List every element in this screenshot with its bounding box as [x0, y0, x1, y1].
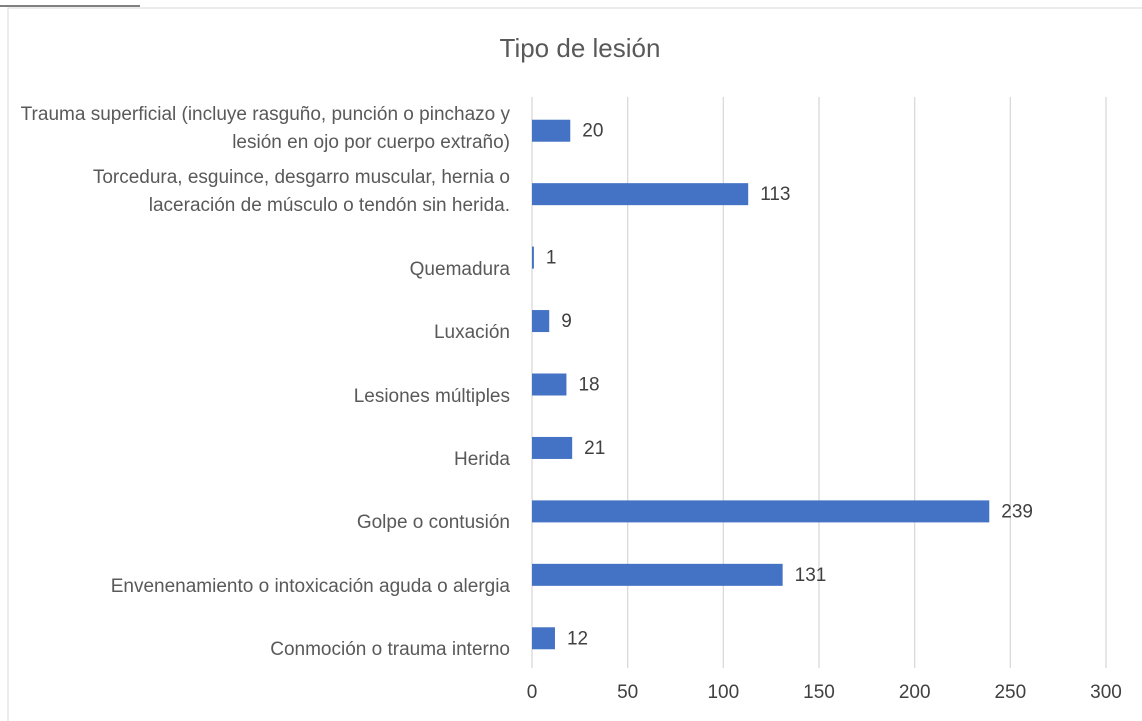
y-tick-label: Conmoción o trauma interno [270, 639, 510, 661]
value-label: 18 [578, 375, 599, 396]
chart-border [7, 7, 1142, 721]
y-tick-label: Lesiones múltiples [353, 385, 510, 407]
y-tick-label: Torcedura, esguince, desgarro muscular, … [92, 167, 510, 217]
value-label: 1 [546, 248, 557, 269]
y-tick-label: Trauma superficial (incluye rasguño, pun… [20, 103, 510, 153]
bar [532, 627, 555, 650]
bar [532, 119, 571, 142]
bar [532, 246, 534, 269]
bar [532, 500, 990, 523]
value-label: 12 [567, 628, 588, 649]
y-tick-label: Golpe o contusión [356, 512, 510, 534]
x-tick-label: 250 [994, 682, 1026, 703]
bar [532, 563, 783, 586]
bar [532, 183, 749, 206]
y-tick-label: Luxación [433, 322, 510, 344]
y-tick-label: Envenenamiento o intoxicación aguda o al… [110, 575, 510, 597]
bar [532, 373, 567, 396]
category-labels: Trauma superficial (incluye rasguño, pun… [0, 0, 510, 721]
chart-title: Tipo de lesión [500, 33, 661, 63]
x-tick-label: 300 [1090, 682, 1122, 703]
value-label: 113 [760, 184, 790, 205]
bar [532, 310, 550, 333]
x-tick-label: 100 [707, 682, 739, 703]
y-tick-label: Herida [454, 448, 510, 470]
y-tick-label: Quemadura [409, 258, 510, 280]
x-tick-label: 0 [527, 682, 538, 703]
x-tick-label: 150 [803, 682, 835, 703]
value-label: 239 [1001, 501, 1033, 522]
bar [532, 436, 573, 459]
x-tick-label: 200 [899, 682, 931, 703]
value-label: 21 [584, 438, 605, 459]
value-label: 9 [561, 311, 572, 332]
value-label: 131 [795, 565, 827, 586]
value-label: 20 [582, 121, 603, 142]
x-tick-label: 50 [617, 682, 638, 703]
